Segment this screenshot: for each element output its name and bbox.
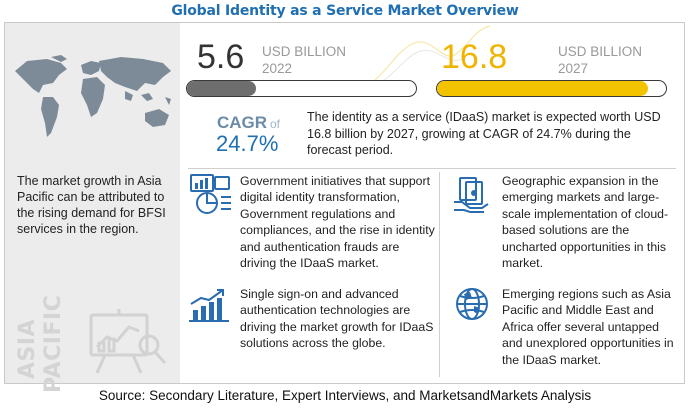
- market-summary: The identity as a service (IDaaS) market…: [307, 110, 661, 157]
- region-label-line2: PACIFIC: [41, 294, 66, 393]
- stat-2022-year: 2022: [262, 61, 293, 76]
- cash-hand-icon: [454, 177, 489, 213]
- insight-text-1: Government initiatives that support digi…: [240, 174, 435, 271]
- region-description: The market growth in Asia Pacific can be…: [17, 174, 166, 236]
- stat-2027-unit: USD BILLION: [558, 44, 643, 59]
- stat-2027-year: 2027: [558, 61, 589, 76]
- government-chart-icon: [190, 174, 231, 214]
- cagr-of-label: of: [270, 117, 281, 131]
- stat-2027-bar: [436, 80, 667, 97]
- insight-text-2: Geographic expansion in the emerging mar…: [502, 174, 669, 271]
- growth-chart-icon: [189, 289, 229, 322]
- world-map-icon: [15, 55, 171, 137]
- region-label-line1: ASIA: [15, 318, 40, 379]
- page-title: Global Identity as a Service Market Over…: [171, 3, 519, 19]
- left-panel: The market growth in Asia Pacific can be…: [5, 23, 180, 393]
- stat-2022-bar: [186, 80, 417, 97]
- vertical-divider: [439, 172, 440, 377]
- insight-text-3: Single sign-on and advanced authenticati…: [240, 287, 434, 351]
- globe-icon: [456, 288, 488, 320]
- horizontal-divider: [188, 168, 676, 169]
- stat-2027-value: 16.8: [441, 38, 508, 76]
- infographic-frame: [4, 22, 685, 384]
- source-note: Source: Secondary Literature, Expert Int…: [98, 388, 592, 403]
- stat-2022-bar-fill: [187, 81, 256, 96]
- insight-text-4: Emerging regions such as Asia Pacific an…: [502, 287, 674, 367]
- cagr-label: CAGR: [217, 113, 268, 132]
- cagr-value: 24.7%: [216, 131, 279, 156]
- stat-2022-value: 5.6: [197, 38, 245, 76]
- presentation-board-icon: [89, 309, 167, 374]
- stat-2027-bar-fill: [437, 81, 648, 96]
- region-label: ASIA PACIFIC: [15, 295, 75, 393]
- stat-2022-unit: USD BILLION: [262, 44, 347, 59]
